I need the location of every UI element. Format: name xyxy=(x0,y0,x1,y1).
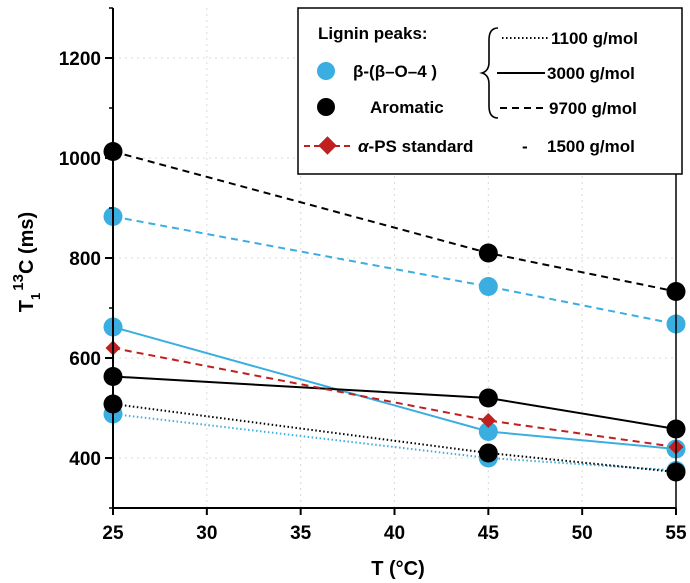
x-tick-label: 25 xyxy=(102,523,124,544)
y-axis-title-superscript: 13 xyxy=(10,274,27,291)
data-point-aromatic xyxy=(478,443,498,463)
y-axis-title: T113C (ms) xyxy=(10,212,43,312)
y-axis-title-subscript: 1 xyxy=(28,293,43,300)
legend-aromatic-marker xyxy=(317,98,335,116)
x-axis-title: T (°C) xyxy=(371,558,425,580)
svg-text:T113C (ms): T113C (ms) xyxy=(10,212,43,312)
legend-aromatic-label: Aromatic xyxy=(370,98,444,117)
data-point-aromatic xyxy=(478,388,498,408)
y-tick-label: 600 xyxy=(69,349,101,370)
series-line-aromatic-dotted xyxy=(112,403,677,473)
x-tick-label: 45 xyxy=(478,523,500,544)
y-axis-title-main: T xyxy=(16,300,38,312)
legend-header: Lignin peaks: xyxy=(318,24,428,43)
legend-beta-label: β-(β–O–4 ) xyxy=(353,62,437,81)
x-tick-label: 35 xyxy=(290,523,312,544)
x-tick-label: 40 xyxy=(384,523,405,544)
legend-brace xyxy=(479,27,499,119)
series-line-aromatic-solid xyxy=(112,375,677,430)
series-line-beta-dashed xyxy=(112,215,677,325)
y-axis-title-rest: C (ms) xyxy=(16,212,38,274)
x-tick-label: 55 xyxy=(665,523,687,544)
legend-mw-1100: 1100 g/mol xyxy=(551,29,638,48)
legend-mw-3000: 3000 g/mol xyxy=(547,64,635,83)
data-point-beta xyxy=(478,422,498,441)
y-tick-label: 1200 xyxy=(59,49,101,70)
legend-ps-dash: - xyxy=(522,137,528,156)
data-point-beta xyxy=(478,277,498,296)
axes: 400 600 800 1000 1200 25 30 35 40 45 50 55 xyxy=(59,7,687,544)
legend-beta-marker xyxy=(317,62,335,80)
legend-ps-label: α-PS standard xyxy=(358,137,473,156)
series-line-ps-dashed xyxy=(112,347,677,448)
data-point-ps xyxy=(480,413,496,428)
data-point-aromatic xyxy=(478,243,498,263)
legend-mw-9700: 9700 g/mol xyxy=(549,99,637,118)
x-tick-label: 50 xyxy=(572,523,593,544)
legend-ps-rest: -PS standard xyxy=(369,137,474,156)
legend: Lignin peaks: β-(β–O–4 ) Aromatic 1100 g… xyxy=(297,7,683,175)
legend-ps-alpha: α xyxy=(358,137,370,156)
legend-ps-mw: 1500 g/mol xyxy=(547,137,635,156)
marker-layer xyxy=(103,142,686,482)
y-tick-label: 1000 xyxy=(59,149,101,170)
y-tick-label: 400 xyxy=(69,449,101,470)
x-tick-label: 30 xyxy=(196,523,217,544)
y-tick-label: 800 xyxy=(69,249,101,270)
legend-ps-marker xyxy=(318,136,337,155)
